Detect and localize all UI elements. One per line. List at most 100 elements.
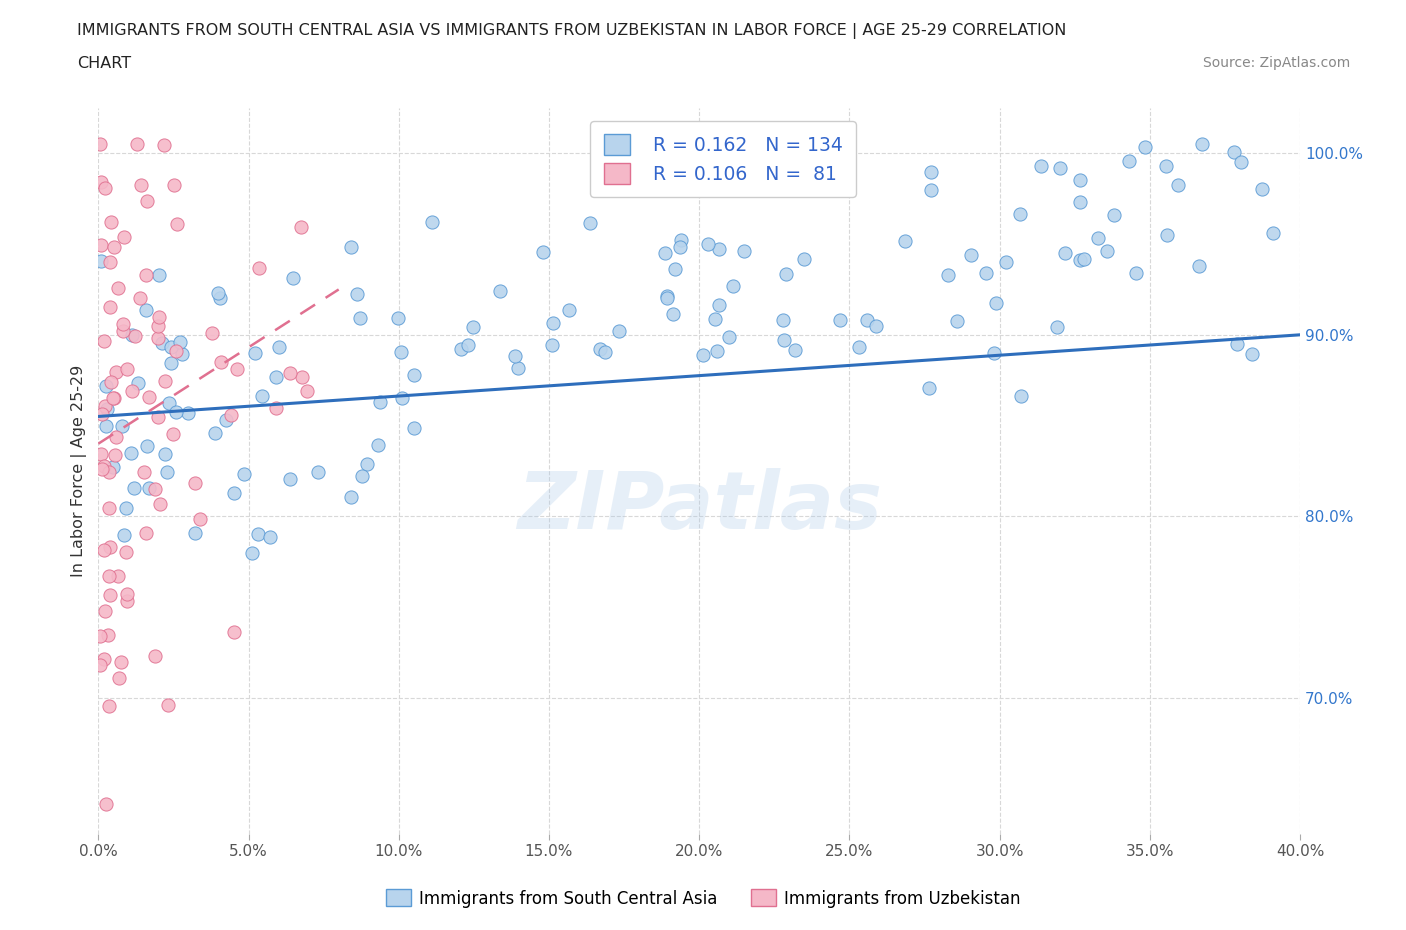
Point [125,137,148,152]
Point [100,299,122,314]
Point [108,671,131,685]
Point [117,362,139,377]
Point [266,400,288,415]
Point [233,466,256,481]
Point [488,284,510,299]
Point [340,240,363,255]
Point [391,391,413,405]
Point [773,332,796,347]
Point [93,334,115,349]
Point [856,312,879,327]
Point [93,542,115,557]
Point [112,324,135,339]
Point [136,438,159,453]
Point [153,138,176,153]
Point [1167,178,1189,193]
Point [121,327,143,342]
Point [283,270,305,285]
Point [457,338,479,352]
Point [893,233,915,248]
Point [135,193,157,208]
Point [654,246,676,260]
Point [166,217,188,232]
Point [94,399,117,414]
Point [657,288,679,303]
Point [920,164,942,179]
Point [1104,207,1126,222]
Point [105,365,128,379]
Point [558,303,581,318]
Point [1125,265,1147,280]
Point [201,326,224,340]
Point [1069,253,1091,268]
Point [89,658,111,672]
Point [579,216,602,231]
Point [90,461,112,476]
Point [692,348,714,363]
Point [107,568,129,583]
Point [127,375,149,390]
Point [162,426,184,441]
Point [129,177,152,192]
Point [669,232,692,247]
Legend:   R = 0.162   N = 134,   R = 0.106   N =  81: R = 0.162 N = 134, R = 0.106 N = 81 [591,121,856,196]
Text: IMMIGRANTS FROM SOUTH CENTRAL ASIA VS IMMIGRANTS FROM UZBEKISTAN IN LABOR FORCE : IMMIGRANTS FROM SOUTH CENTRAL ASIA VS IM… [77,23,1067,39]
Point [783,342,806,357]
Point [830,312,852,327]
Point [90,175,112,190]
Point [368,395,391,410]
Point [98,501,121,516]
Point [775,267,797,282]
Point [112,527,135,542]
Point [149,497,172,512]
Point [1008,206,1031,221]
Text: ZIPatlas: ZIPatlas [516,468,882,546]
Point [541,338,564,352]
Point [420,215,443,230]
Point [90,253,112,268]
Point [153,446,176,461]
Point [367,437,389,452]
Point [668,239,690,254]
Point [209,291,232,306]
Point [157,395,180,410]
Point [541,315,564,330]
Point [98,588,121,603]
Point [387,311,409,325]
Point [222,625,245,640]
Point [104,448,127,463]
Point [247,260,270,275]
Point [89,629,111,644]
Point [184,475,207,490]
Point [1240,347,1263,362]
Point [1229,154,1251,169]
Point [918,380,941,395]
Point [103,459,125,474]
Point [121,384,143,399]
Point [160,356,183,371]
Point [1156,227,1178,242]
Point [222,485,245,500]
Point [98,540,121,555]
Point [995,254,1018,269]
Point [252,389,274,404]
Point [402,367,425,382]
Point [204,426,226,441]
Point [986,296,1008,311]
Point [115,544,138,559]
Point [143,481,166,496]
Point [946,313,969,328]
Point [163,178,186,193]
Point [135,302,157,317]
Point [104,430,127,445]
Point [278,472,301,486]
Point [461,320,484,335]
Point [93,651,115,666]
Point [177,405,200,420]
Point [207,286,229,301]
Point [96,379,118,393]
Point [295,384,318,399]
Point [94,418,117,433]
Point [657,290,679,305]
Y-axis label: In Labor Force | Age 25-29: In Labor Force | Age 25-29 [72,365,87,577]
